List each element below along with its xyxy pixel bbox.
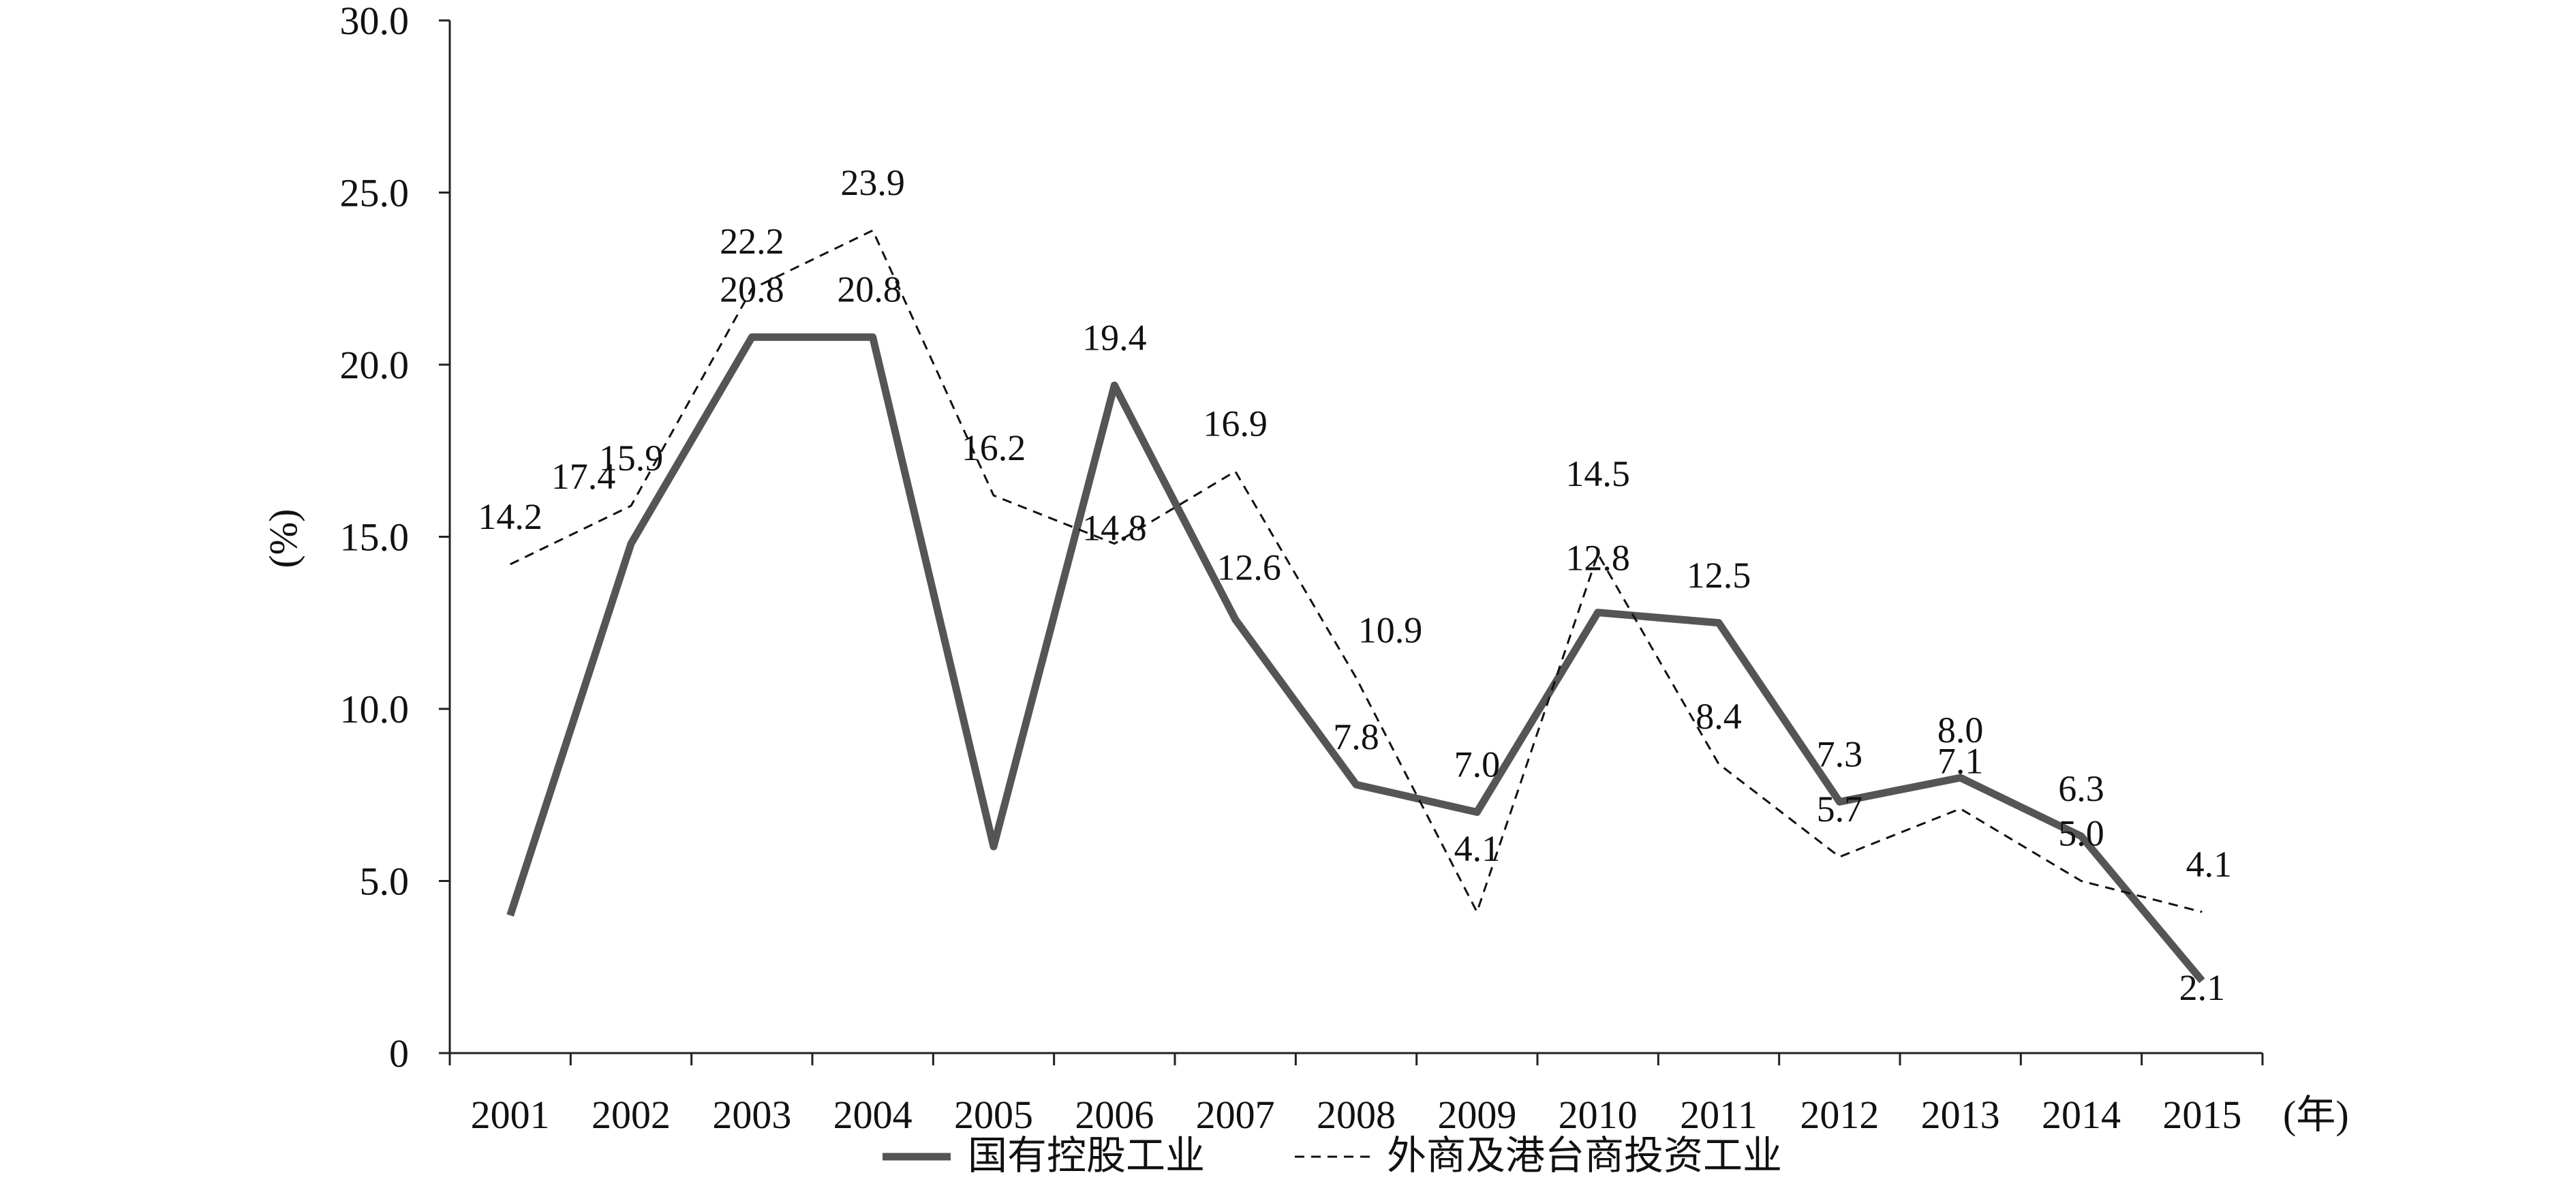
data-label: 16.9 — [1203, 404, 1268, 444]
data-label: 10.9 — [1358, 610, 1423, 651]
data-label: 5.7 — [1817, 789, 1863, 830]
data-label: 12.8 — [1565, 538, 1630, 579]
data-label: 7.3 — [1817, 733, 1863, 774]
y-axis-label: (%) — [261, 509, 305, 568]
data-label: 15.9 — [599, 438, 664, 478]
data-label: 14.5 — [1565, 453, 1630, 494]
data-label: 8.0 — [1937, 710, 1984, 750]
x-tick-label: 2004 — [833, 1093, 913, 1137]
series-line-1 — [510, 229, 2203, 913]
data-label: 19.4 — [1082, 317, 1147, 358]
data-label: 17.4 — [551, 456, 616, 497]
data-label: 7.8 — [1333, 716, 1379, 757]
series-layer — [506, 229, 2205, 984]
x-tick-label: 2003 — [712, 1093, 791, 1137]
y-tick-label: 15.0 — [340, 515, 410, 560]
x-tick-label: 2007 — [1196, 1093, 1275, 1137]
data-label: 22.2 — [720, 221, 784, 262]
y-tick-label: 5.0 — [360, 860, 410, 904]
data-label: 4.1 — [1454, 828, 1501, 869]
legend-label: 国有控股工业 — [968, 1132, 1205, 1179]
y-axis-ticks: 0 5.0 10.0 15.0 20.0 25.0 30.0 — [340, 0, 450, 1076]
y-tick-label: 10.0 — [340, 687, 410, 731]
data-label: 5.0 — [2058, 813, 2104, 854]
x-tick-label: 2012 — [1800, 1093, 1879, 1137]
x-tick-label: 2008 — [1317, 1093, 1396, 1137]
x-tick-label: 2013 — [1921, 1093, 2000, 1137]
x-tick-label: 2011 — [1680, 1093, 1758, 1137]
data-label: 20.8 — [720, 269, 784, 310]
data-label: 12.5 — [1687, 555, 1751, 596]
legend: 国有控股工业 外商及港台商投资工业 — [883, 1132, 1782, 1179]
data-label: 23.9 — [840, 162, 905, 203]
x-tick-label: 2009 — [1437, 1093, 1516, 1137]
x-tick-label: 2014 — [2042, 1093, 2121, 1137]
series-line-0 — [506, 333, 2205, 984]
data-label: 2.1 — [2179, 967, 2226, 1008]
x-tick-label: 2006 — [1075, 1093, 1154, 1137]
data-label: 12.6 — [1216, 547, 1281, 588]
y-tick-label: 20.0 — [340, 343, 410, 387]
data-label: 7.1 — [1937, 740, 1984, 781]
data-label: 4.1 — [2186, 844, 2233, 885]
data-label: 6.3 — [2058, 768, 2104, 809]
x-tick-label: 2010 — [1559, 1093, 1638, 1137]
x-tick-label: 2002 — [592, 1093, 671, 1137]
y-tick-label: 0 — [389, 1031, 409, 1076]
y-tick-label: 30.0 — [340, 0, 410, 43]
data-label: 20.8 — [837, 269, 902, 310]
x-axis-ticks: 2001 2002 2003 2004 2005 2006 2007 2008 2009 2010… — [448, 1053, 2264, 1137]
data-labels-layer: 20.8 20.8 19.4 12.6 7.8 7.0 12.8 12.5 7.3 8.0 6.3 2… — [478, 162, 2232, 1008]
data-label: 7.0 — [1454, 744, 1501, 785]
legend-label: 外商及港台商投资工业 — [1387, 1132, 1782, 1179]
data-label: 16.2 — [962, 427, 1026, 468]
x-tick-label: 2001 — [471, 1093, 550, 1137]
x-tick-label: 2005 — [954, 1093, 1033, 1137]
x-axis-unit-label: (年) — [2283, 1093, 2349, 1137]
data-label: 8.4 — [1696, 696, 1742, 737]
data-label: 14.2 — [478, 496, 542, 537]
data-label: 14.8 — [1082, 508, 1147, 549]
chart-axes — [448, 20, 2263, 1054]
y-tick-label: 25.0 — [340, 171, 410, 215]
x-tick-label: 2015 — [2162, 1093, 2241, 1137]
